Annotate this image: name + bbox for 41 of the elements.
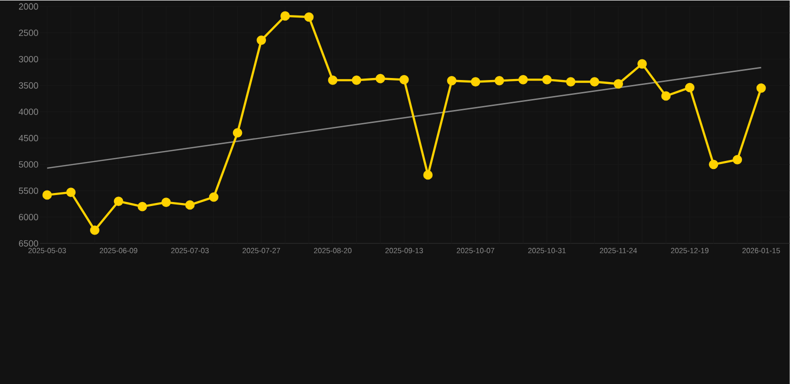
point	[494, 76, 504, 86]
point	[90, 225, 100, 235]
point	[232, 128, 242, 138]
y-tick-label: 5000	[18, 161, 38, 168]
point	[185, 200, 195, 210]
y-tick-label: 6500	[18, 240, 38, 246]
point	[280, 11, 290, 20]
y-tick-label: 5500	[18, 187, 38, 194]
point	[304, 12, 314, 22]
y-tick-label: 3500	[18, 82, 38, 88]
point	[566, 76, 576, 86]
point	[352, 75, 362, 85]
point	[399, 74, 409, 84]
y-tick-label: 2500	[18, 29, 38, 36]
y-tick-label: 4500	[18, 134, 38, 142]
y-tick-label: 2000	[18, 3, 38, 10]
y-tick-label: 6000	[18, 214, 38, 220]
point	[590, 76, 600, 86]
y-tick-label: 3000	[18, 56, 38, 62]
point	[256, 35, 266, 45]
point	[756, 83, 766, 93]
point	[732, 154, 742, 164]
point	[114, 196, 124, 206]
point	[708, 160, 718, 169]
point	[66, 187, 76, 197]
point	[423, 170, 433, 180]
point	[138, 202, 148, 212]
point	[42, 190, 52, 200]
point	[685, 82, 694, 92]
point	[637, 59, 647, 68]
point	[161, 197, 171, 207]
point	[209, 192, 218, 202]
point	[470, 76, 480, 86]
point	[328, 75, 338, 85]
point	[376, 74, 386, 84]
point	[661, 91, 671, 101]
y-tick-label: 4000	[18, 108, 38, 115]
point	[542, 74, 552, 84]
point	[518, 74, 528, 84]
point	[447, 76, 456, 86]
point	[614, 79, 624, 88]
